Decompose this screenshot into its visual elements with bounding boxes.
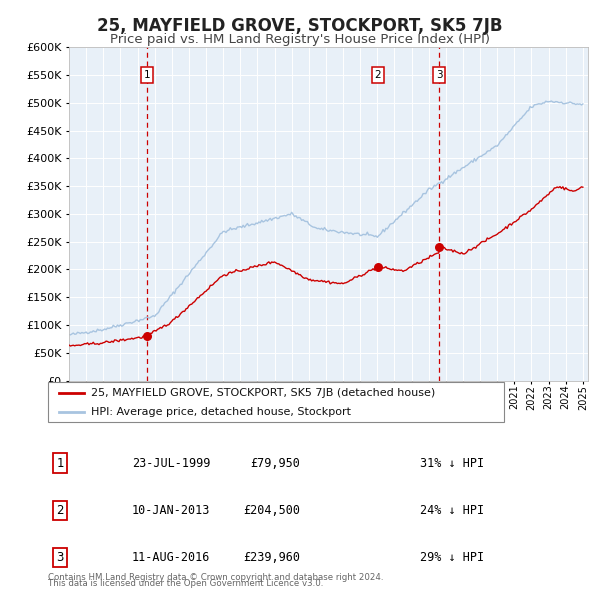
Text: 1: 1 [143,70,151,80]
Text: Contains HM Land Registry data © Crown copyright and database right 2024.: Contains HM Land Registry data © Crown c… [48,573,383,582]
Text: 29% ↓ HPI: 29% ↓ HPI [420,551,484,564]
Text: £79,950: £79,950 [250,457,300,470]
Text: 24% ↓ HPI: 24% ↓ HPI [420,504,484,517]
Text: Price paid vs. HM Land Registry's House Price Index (HPI): Price paid vs. HM Land Registry's House … [110,33,490,46]
Text: 10-JAN-2013: 10-JAN-2013 [132,504,211,517]
Text: 11-AUG-2016: 11-AUG-2016 [132,551,211,564]
Text: £204,500: £204,500 [243,504,300,517]
Text: 3: 3 [436,70,442,80]
Point [434,242,444,252]
Point [142,332,152,341]
Text: £239,960: £239,960 [243,551,300,564]
Text: 2: 2 [56,504,64,517]
Text: 23-JUL-1999: 23-JUL-1999 [132,457,211,470]
Text: HPI: Average price, detached house, Stockport: HPI: Average price, detached house, Stoc… [91,407,352,417]
Text: 25, MAYFIELD GROVE, STOCKPORT, SK5 7JB: 25, MAYFIELD GROVE, STOCKPORT, SK5 7JB [97,17,503,35]
Text: 1: 1 [56,457,64,470]
Text: 2: 2 [374,70,381,80]
Point [373,262,383,271]
Text: 31% ↓ HPI: 31% ↓ HPI [420,457,484,470]
Text: 3: 3 [56,551,64,564]
Text: 25, MAYFIELD GROVE, STOCKPORT, SK5 7JB (detached house): 25, MAYFIELD GROVE, STOCKPORT, SK5 7JB (… [91,388,436,398]
Text: This data is licensed under the Open Government Licence v3.0.: This data is licensed under the Open Gov… [48,579,323,588]
FancyBboxPatch shape [48,382,504,422]
